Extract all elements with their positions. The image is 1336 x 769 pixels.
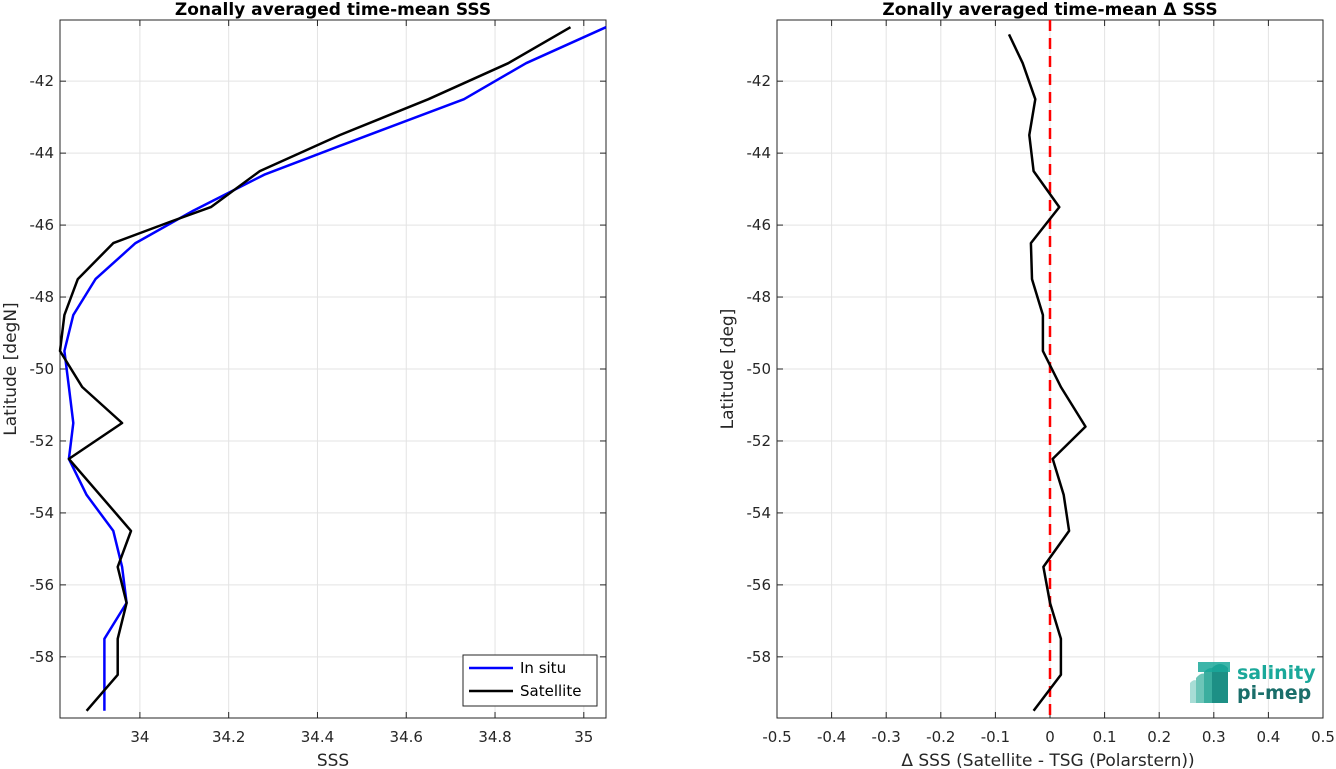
sss-title: Zonally averaged time-mean SSS <box>175 0 491 20</box>
sss-panel: 34 34.2 34.4 34.6 34.8 35 -42-44-46-48-50-52-… <box>1 0 607 769</box>
delta-y-label: Latitude [deg] <box>718 309 738 430</box>
sss-x-label: SSS <box>317 751 349 769</box>
legend-label-satellite: Satellite <box>520 682 581 700</box>
x-tick-label: 0.3 <box>1202 728 1226 746</box>
x-tick-label: 34 <box>130 728 149 746</box>
x-tick-label: 34.6 <box>390 728 423 746</box>
delta-x-label: Δ SSS (Satellite - TSG (Polarstern)) <box>901 751 1194 769</box>
y-tick-label: -42 <box>30 72 55 90</box>
y-tick-label: -56 <box>747 576 772 594</box>
x-tick-label: -0.4 <box>817 728 846 746</box>
delta-title: Zonally averaged time-mean Δ SSS <box>882 0 1217 20</box>
y-tick-label: -52 <box>747 432 772 450</box>
x-tick-label: 35 <box>574 728 593 746</box>
y-tick-label: -48 <box>747 288 772 306</box>
logo-line2: pi-mep <box>1237 682 1311 704</box>
x-tick-label: -0.2 <box>926 728 955 746</box>
y-tick-label: -42 <box>747 72 772 90</box>
sss-lines <box>58 26 607 712</box>
x-tick-label: 34.4 <box>301 728 334 746</box>
x-tick-label: -0.1 <box>981 728 1010 746</box>
x-tick-label: 0.4 <box>1256 728 1280 746</box>
sss-grid <box>60 20 606 718</box>
legend-label-in-situ: In situ <box>520 659 566 677</box>
y-tick-label: -44 <box>30 144 55 162</box>
y-tick-label: -48 <box>30 288 55 306</box>
y-tick-label: -56 <box>30 576 55 594</box>
x-tick-label: 0.5 <box>1311 728 1335 746</box>
y-tick-label: -44 <box>747 144 772 162</box>
logo-line1: salinity <box>1237 662 1316 684</box>
y-tick-label: -52 <box>30 432 55 450</box>
legend-box <box>462 654 598 707</box>
y-tick-label: -54 <box>747 504 772 522</box>
y-tick-label: -46 <box>747 216 772 234</box>
x-tick-label: -0.3 <box>872 728 901 746</box>
y-tick-label: -46 <box>30 216 55 234</box>
sss-x-ticks: 34 34.2 34.4 34.6 34.8 35 <box>130 20 593 746</box>
delta-sss-series-line <box>1007 33 1087 712</box>
x-tick-label: -0.5 <box>762 728 791 746</box>
sss-y-ticks: -42 -44 -46 -48 -50 -52 -54 -56 -58 <box>30 72 606 666</box>
x-tick-label: 34.2 <box>212 728 245 746</box>
y-tick-label: -50 <box>30 360 55 378</box>
y-tick-label: -50 <box>747 360 772 378</box>
sss-legend: In situ Satellite <box>462 654 598 707</box>
sss-y-label: Latitude [degN] <box>1 302 21 435</box>
logo-wave-icon <box>1190 662 1230 703</box>
delta-sss-panel: -0.5 -0.4 -0.3 -0.2 -0.1 0 0.1 0.2 0.3 0.4 0.5 -42… <box>718 0 1335 769</box>
satellite-series-line <box>58 26 572 712</box>
y-tick-label: -54 <box>30 504 55 522</box>
x-tick-label: 34.8 <box>478 728 511 746</box>
x-tick-label: 0 <box>1045 728 1055 746</box>
delta-y-ticks: -42 -44 -46 -48 -50 -52 -54 -56 -58 <box>747 72 1323 666</box>
delta-lines <box>1007 33 1087 712</box>
delta-x-ticks: -0.5 -0.4 -0.3 -0.2 -0.1 0 0.1 0.2 0.3 0.4 0.5 <box>762 20 1335 746</box>
y-tick-label: -58 <box>30 648 55 666</box>
salinity-pi-mep-logo: salinity pi-mep <box>1190 662 1316 704</box>
x-tick-label: 0.1 <box>1093 728 1117 746</box>
y-tick-label: -58 <box>747 648 772 666</box>
x-tick-label: 0.2 <box>1147 728 1171 746</box>
